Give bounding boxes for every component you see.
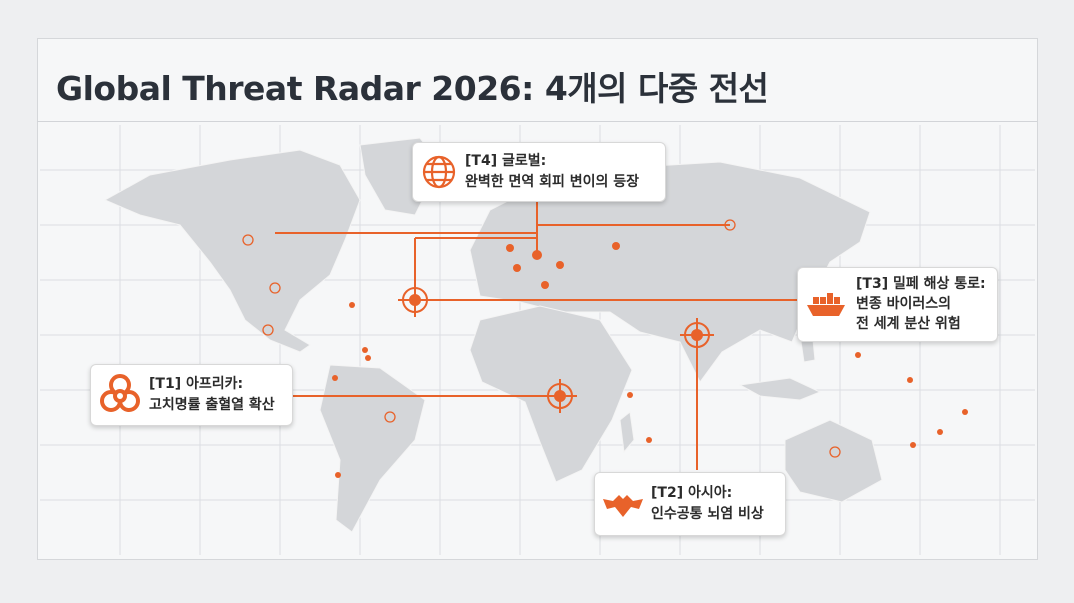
callout-text: 인수공통 뇌염 비상	[651, 506, 764, 522]
map-shape	[422, 155, 456, 189]
hotspot	[855, 352, 861, 358]
madagascar	[619, 411, 635, 454]
hotspot	[513, 264, 521, 272]
map-shape	[827, 293, 833, 304]
callout-t2: [T2] 아시아: 인수공통 뇌염 비상	[594, 472, 786, 536]
hotspot	[910, 442, 916, 448]
biohazard-icon	[100, 374, 140, 412]
hotspot	[907, 377, 913, 383]
callout-text: 고치명률 출혈열 확산	[149, 397, 275, 413]
reticle	[543, 379, 577, 413]
title: Global Threat Radar 2026: 4개의 다중 전선	[56, 69, 769, 108]
callout-t4: [T4] 글로벌: 완벽한 면역 회피 변이의 등장	[412, 142, 666, 202]
hotspot	[937, 429, 943, 435]
hotspot	[335, 472, 341, 478]
map-shape	[424, 162, 454, 182]
bat-icon	[603, 495, 643, 517]
australia	[784, 419, 883, 503]
callout-t3: [T3] 밀페 해상 통로: 변종 바이러스의 전 세계 분산 위험	[797, 267, 998, 342]
callout-label: [T4] 글로벌:	[465, 153, 547, 169]
map-shape	[813, 297, 819, 304]
map-shape	[834, 297, 840, 304]
map-shape	[807, 305, 845, 316]
map-shape	[554, 390, 566, 402]
callout-text: 전 세계 분산 위험	[856, 316, 961, 332]
callout-text: 변종 바이러스의	[856, 296, 952, 312]
map-shape	[829, 446, 841, 458]
hotspot	[349, 302, 355, 308]
callout-t1: [T1] 아프리카: 고치명률 출혈열 확산	[90, 364, 293, 426]
south-america	[319, 364, 426, 533]
map-shape	[113, 389, 127, 403]
hotspot	[612, 242, 620, 250]
hotspot	[646, 437, 652, 443]
reticle	[398, 283, 432, 317]
reticles	[242, 219, 841, 458]
hotspot	[506, 244, 514, 252]
separator	[37, 121, 1037, 122]
callout-label: [T3] 밀페 해상 통로:	[856, 276, 986, 292]
map-shape	[603, 495, 643, 517]
hotspot	[532, 250, 542, 260]
connector-lines	[275, 200, 800, 470]
callout-label: [T2] 아시아:	[651, 485, 733, 501]
hotspots	[332, 242, 968, 478]
hotspot	[962, 409, 968, 415]
hotspot	[362, 347, 368, 353]
ship-icon	[807, 293, 845, 316]
globe-icon	[422, 155, 456, 189]
map-shape	[820, 297, 826, 304]
hotspot	[541, 281, 549, 289]
hotspot	[332, 375, 338, 381]
africa	[469, 305, 633, 483]
hotspot	[627, 392, 633, 398]
small-reticles	[242, 219, 841, 458]
map-shape	[807, 293, 845, 316]
map-shape	[242, 234, 254, 246]
callout-text: 완벽한 면역 회피 변이의 등장	[465, 174, 640, 190]
map-shape	[724, 219, 736, 231]
callout-label: [T1] 아프리카:	[149, 376, 244, 392]
connectors	[275, 200, 800, 470]
hotspot	[365, 355, 371, 361]
map-shape	[691, 329, 703, 341]
map-shape	[269, 282, 281, 294]
hotspot	[556, 261, 564, 269]
map-shape	[384, 411, 396, 423]
map-shape	[262, 324, 274, 336]
reticle	[680, 318, 714, 352]
north-america	[103, 149, 361, 353]
map-shape	[409, 294, 421, 306]
map-shape	[100, 374, 140, 412]
